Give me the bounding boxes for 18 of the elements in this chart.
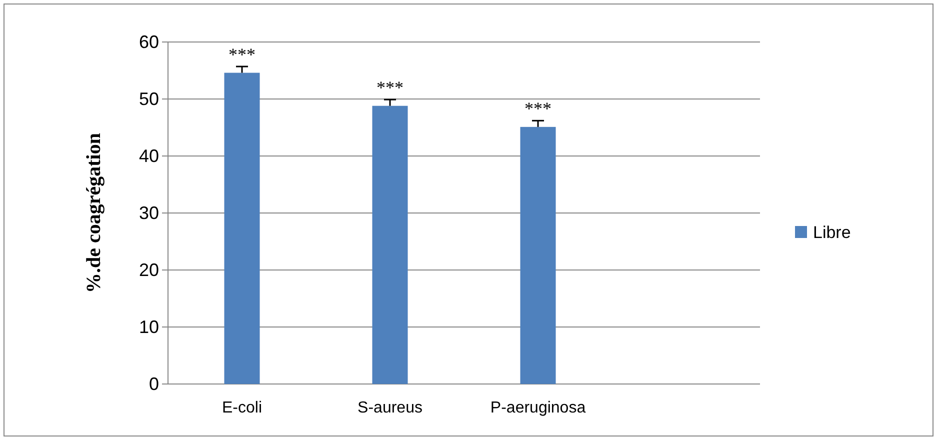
annotation: *** bbox=[376, 78, 404, 98]
y-tick-label: 10 bbox=[138, 316, 159, 337]
annotation: *** bbox=[228, 44, 256, 65]
legend-label: Libre bbox=[813, 223, 851, 242]
y-tick-label: 20 bbox=[138, 260, 159, 280]
x-tick-label: E-coli bbox=[222, 400, 262, 417]
bar bbox=[520, 126, 556, 384]
y-tick-label: 30 bbox=[138, 202, 159, 223]
bar bbox=[372, 106, 408, 384]
annotation: *** bbox=[524, 98, 552, 119]
x-tick-label: S-aureus bbox=[358, 400, 422, 417]
y-axis-title: %.de coagrégation bbox=[83, 133, 105, 293]
y-tick-label: 0 bbox=[148, 374, 159, 394]
y-tick-label: 60 bbox=[138, 32, 159, 52]
x-tick-label: P-aeruginosa bbox=[490, 400, 586, 417]
bar bbox=[224, 72, 260, 384]
y-tick-label: 40 bbox=[138, 146, 159, 166]
y-tick-label: 50 bbox=[138, 88, 159, 109]
